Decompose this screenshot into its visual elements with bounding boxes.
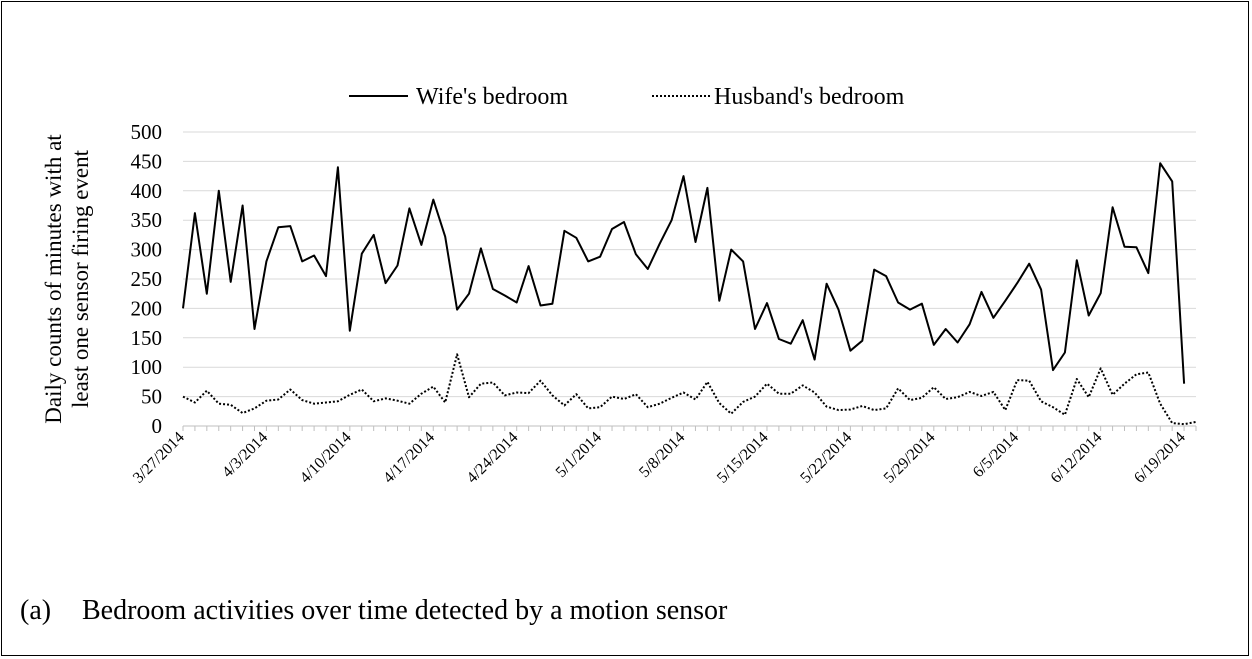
- y-axis-title-line-1: Daily counts of minutes with at: [41, 134, 66, 424]
- gridlines: [183, 131, 1196, 398]
- y-tick-label: 400: [131, 179, 163, 203]
- x-tick-label: 6/5/2014: [970, 429, 1022, 481]
- y-tick-label: 500: [131, 120, 163, 144]
- x-tick-label: 6/12/2014: [1048, 429, 1106, 487]
- x-tick-label: 5/15/2014: [714, 429, 772, 487]
- y-tick-label: 450: [131, 149, 163, 173]
- x-tick-label: 5/1/2014: [553, 429, 605, 481]
- axes: [182, 425, 1197, 431]
- caption-label: (a): [20, 595, 52, 626]
- y-tick-label: 150: [131, 326, 163, 350]
- x-tick-label: 5/29/2014: [881, 429, 939, 487]
- figure-caption: (a) Bedroom activities over time detected…: [20, 595, 727, 627]
- y-tick-labels: 0 50 100 150 200 250 300 350 400 450 500: [131, 120, 163, 438]
- x-tick-label: 5/22/2014: [797, 429, 855, 487]
- legend-label-husband: Husband's bedroom: [714, 84, 905, 110]
- y-tick-label: 300: [131, 238, 163, 262]
- series-lines: [182, 162, 1197, 426]
- x-tick-label: 4/17/2014: [380, 429, 438, 487]
- y-tick-label: 100: [131, 355, 163, 379]
- x-tick-label: 4/10/2014: [297, 429, 355, 487]
- y-tick-label: 50: [141, 385, 162, 409]
- legend-label-wife: Wife's bedroom: [416, 84, 568, 110]
- legend: Wife's bedroom Husband's bedroom: [349, 84, 905, 110]
- caption-text: Bedroom activities over time detected by…: [82, 595, 728, 626]
- y-axis-title-line-2: least one sensor firing event: [68, 149, 93, 408]
- y-tick-label: 200: [131, 296, 163, 320]
- y-tick-label: 250: [131, 267, 163, 291]
- x-tick-label: 5/8/2014: [636, 429, 688, 481]
- y-tick-label: 350: [131, 208, 163, 232]
- x-tick-labels: 3/27/2014 4/3/2014 4/10/2014 4/17/2014 4/24/…: [130, 429, 1189, 487]
- series-line-husband-bedroom: [182, 353, 1197, 426]
- x-tick-label: 4/3/2014: [219, 429, 271, 481]
- x-tick-label: 4/24/2014: [464, 429, 522, 487]
- y-axis-title: Daily counts of minutes with at least on…: [41, 134, 93, 424]
- series-line-wife-bedroom: [182, 162, 1186, 384]
- x-tick-label: 6/19/2014: [1131, 429, 1189, 487]
- y-tick-label: 0: [152, 414, 163, 438]
